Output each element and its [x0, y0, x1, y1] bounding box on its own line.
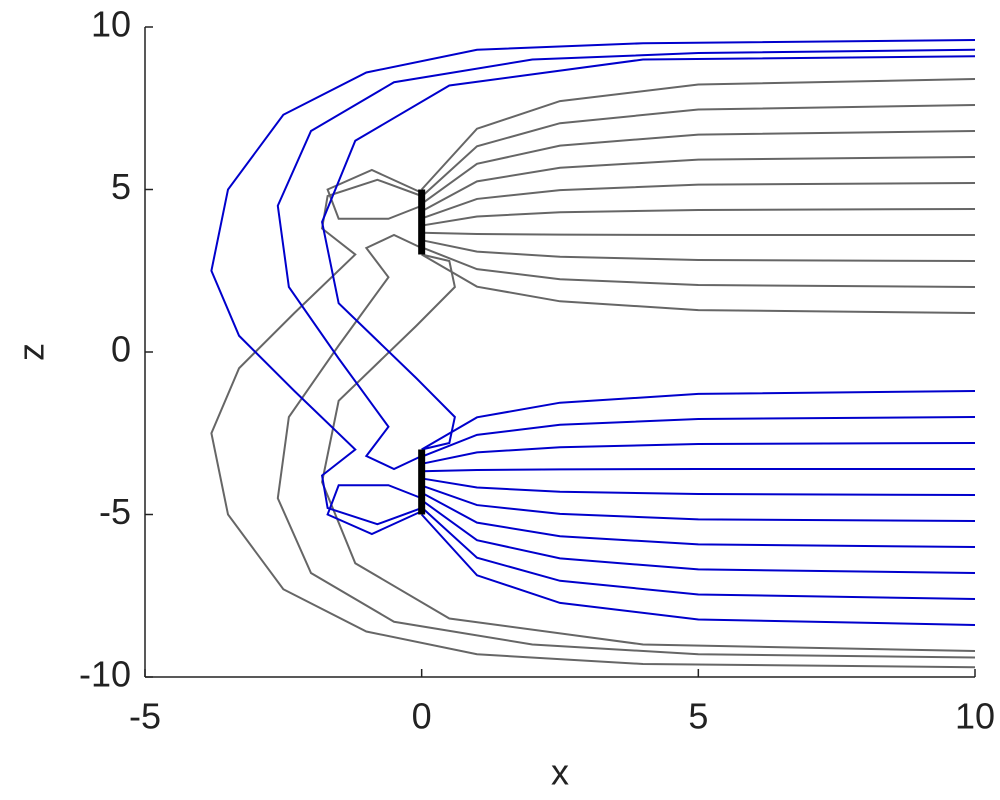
- y-tick-label: 5: [111, 166, 131, 207]
- field-line: [420, 104, 976, 198]
- field-line: [421, 442, 976, 465]
- field-line: [326, 484, 423, 536]
- field-line: [421, 416, 976, 458]
- x-tick-label: 10: [955, 696, 995, 737]
- x-tick-label: 0: [412, 696, 432, 737]
- field-line: [276, 233, 976, 659]
- field-line: [421, 231, 975, 236]
- field-line: [420, 506, 976, 600]
- field-line: [421, 182, 976, 220]
- field-line: [421, 246, 976, 288]
- field-line: [321, 253, 976, 652]
- field-line: [421, 239, 976, 262]
- field-line: [421, 491, 976, 548]
- field-line: [420, 78, 976, 191]
- field-line: [326, 168, 423, 220]
- field-line: [421, 156, 976, 213]
- x-axis-label: x: [551, 752, 569, 793]
- y-tick-label: -10: [79, 654, 131, 695]
- field-line: [421, 208, 976, 227]
- y-tick-label: 10: [91, 4, 131, 45]
- field-line: [210, 178, 976, 669]
- y-axis-label: z: [11, 343, 52, 361]
- field-line: [421, 253, 976, 314]
- field-line: [420, 513, 976, 626]
- field-line: [421, 468, 975, 473]
- field-line: [321, 55, 976, 451]
- field-line: [421, 499, 976, 574]
- field-line: [421, 477, 976, 496]
- y-tick-label: 0: [111, 329, 131, 370]
- x-tick-label: 5: [688, 696, 708, 737]
- field-line: [276, 48, 976, 471]
- field-line: [210, 39, 976, 526]
- field-line: [421, 390, 976, 451]
- x-tick-label: -5: [129, 696, 161, 737]
- y-tick-label: -5: [99, 491, 131, 532]
- field-line: [421, 484, 976, 522]
- field-line: [421, 130, 976, 205]
